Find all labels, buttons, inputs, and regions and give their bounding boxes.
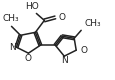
- Text: O: O: [79, 46, 86, 55]
- Text: HO: HO: [25, 2, 39, 11]
- Text: O: O: [25, 54, 32, 63]
- Text: N: N: [60, 56, 67, 65]
- Text: CH₃: CH₃: [83, 19, 100, 28]
- Text: N: N: [9, 43, 16, 52]
- Text: CH₃: CH₃: [2, 14, 19, 23]
- Text: O: O: [58, 13, 65, 22]
